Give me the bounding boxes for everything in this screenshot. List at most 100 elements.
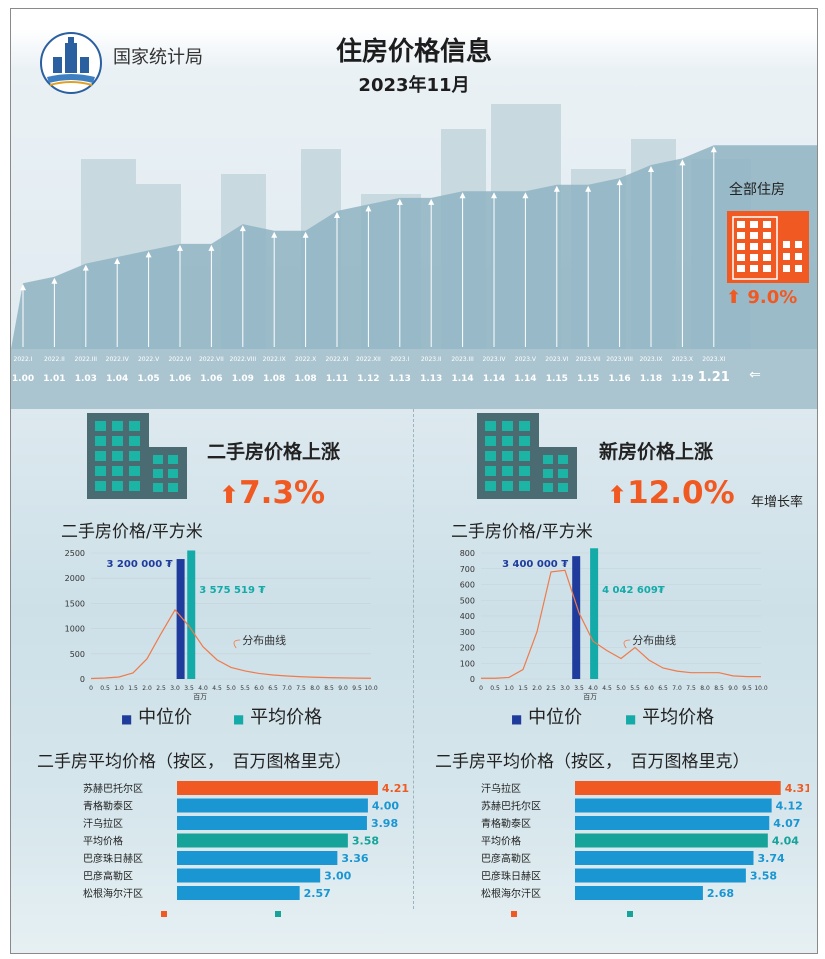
x-tick-label: 8.0 [310, 685, 320, 692]
index-period-label: 2022.XII [356, 356, 381, 363]
window [112, 466, 123, 476]
window [543, 455, 553, 464]
x-tick-label: 5.0 [616, 685, 626, 692]
price-index-chart: 2022.I 1.00 2022.II 1.01 2022.III 1.03 2022.IV… [11, 104, 817, 409]
up-arrow-icon: ⬆ [219, 481, 240, 509]
y-tick-label: 600 [460, 581, 475, 590]
index-value-label: 1.04 [106, 374, 128, 384]
x-tick-label: 8.5 [324, 685, 334, 692]
x-tick-label: 3.0 [170, 685, 180, 692]
window [112, 481, 123, 491]
y-tick-label: 700 [460, 565, 475, 574]
y-tick-label: 0 [470, 675, 475, 684]
total-change: ⬆ 9.0% [726, 287, 797, 308]
district-bar [575, 816, 770, 830]
window [737, 243, 745, 250]
district-bar [177, 886, 300, 900]
window [763, 265, 771, 272]
y-tick-label: 500 [460, 596, 475, 605]
section-divider [413, 409, 414, 909]
index-arrow-head [177, 244, 183, 251]
window [502, 466, 513, 476]
district-value: 4.04 [772, 835, 799, 848]
district-label: 苏赫巴托尔区 [481, 800, 541, 813]
window [485, 436, 496, 446]
newhome-distribution-chart: 0 100 200 300 400 500 600 700 800 0 0.5 1.0 1.5 2.0 2.… [460, 548, 768, 701]
y-tick-label: 1000 [65, 625, 85, 634]
secondary-change: ⬆7.3% [219, 475, 325, 511]
window [485, 466, 496, 476]
district-value: 2.68 [707, 887, 734, 900]
window [129, 421, 140, 431]
page-title: 住房价格信息 [335, 37, 492, 67]
x-tick-label: 8.5 [714, 685, 724, 692]
window [795, 265, 802, 272]
window [112, 436, 123, 446]
window [737, 232, 745, 239]
district-bar [575, 798, 772, 813]
index-value-label: 1.08 [294, 374, 316, 384]
x-tick-label: 4.0 [588, 685, 598, 692]
index-arrow-head [271, 231, 278, 238]
newhome-subtitle: 二手房价格/平方米 [451, 522, 593, 542]
curve-callout [233, 639, 241, 649]
window [129, 466, 140, 476]
curve-label: 分布曲线 [242, 633, 286, 647]
legend-median-label: 中位价 [138, 707, 193, 728]
median-bar [572, 556, 581, 679]
index-arrow-head [145, 251, 152, 258]
window [502, 481, 513, 491]
index-value-label: 1.08 [263, 374, 285, 384]
index-arrow-head [239, 225, 246, 232]
building-icon [477, 413, 577, 499]
window [558, 469, 568, 478]
secondary-title: 二手房价格上涨 [207, 441, 341, 463]
index-value-label: 1.09 [232, 374, 254, 384]
x-tick-label: 2.0 [532, 685, 542, 692]
district-label: 松根海尔汗区 [481, 887, 541, 900]
district-label: 苏赫巴托尔区 [83, 782, 143, 795]
district-bar [575, 781, 781, 795]
window [168, 469, 178, 478]
bottom-orange-marker [511, 911, 517, 917]
legend-median: ■ 中位价 [511, 703, 582, 729]
district-value: 4.12 [776, 800, 803, 813]
x-tick-label: 3.5 [184, 685, 194, 692]
page-date: 2023年11月 [358, 75, 470, 96]
secondary-change-value: 7.3% [239, 475, 326, 511]
mean-swatch-icon: ■ [625, 712, 637, 726]
index-value-label: 1.11 [326, 374, 348, 384]
index-value-label: 1.15 [577, 374, 599, 384]
mean-value-label: 3 575 519 ₮ [199, 585, 265, 596]
window [558, 455, 568, 464]
secondary-district-bars: 苏赫巴托尔区 4.21 青格勒泰区 4.00 汗乌拉区 3.98 平均价格 3.58 巴彦珠日赫… [83, 781, 409, 900]
x-tick-label: 7.0 [282, 685, 292, 692]
window [129, 481, 140, 491]
index-arrow-head [302, 231, 309, 238]
district-label: 汗乌拉区 [481, 782, 521, 795]
district-bar [575, 886, 703, 900]
index-value-label: 1.13 [420, 374, 442, 384]
legend-mean: ■ 平均价格 [625, 703, 714, 729]
district-value: 4.00 [372, 800, 399, 813]
window [543, 469, 553, 478]
x-tick-label: 2.0 [142, 685, 152, 692]
y-tick-label: 2000 [65, 574, 85, 583]
x-tick-label: 6.0 [644, 685, 654, 692]
newhome-change-value: 12.0% [627, 475, 735, 511]
legend-mean-label: 平均价格 [250, 707, 323, 728]
window [558, 483, 568, 492]
window [485, 421, 496, 431]
district-bar [177, 798, 368, 813]
total-change-value: 9.0% [747, 287, 798, 308]
x-tick-label: 0 [479, 685, 483, 692]
index-value-label: 1.18 [640, 374, 662, 384]
x-tick-label: 6.5 [268, 685, 278, 692]
stats-logo [40, 32, 102, 94]
window [750, 265, 758, 272]
median-bar [176, 559, 185, 679]
district-label: 青格勒泰区 [481, 817, 531, 830]
x-tick-label: 0.5 [100, 685, 110, 692]
x-tick-label: 5.5 [630, 685, 640, 692]
window [763, 243, 771, 250]
